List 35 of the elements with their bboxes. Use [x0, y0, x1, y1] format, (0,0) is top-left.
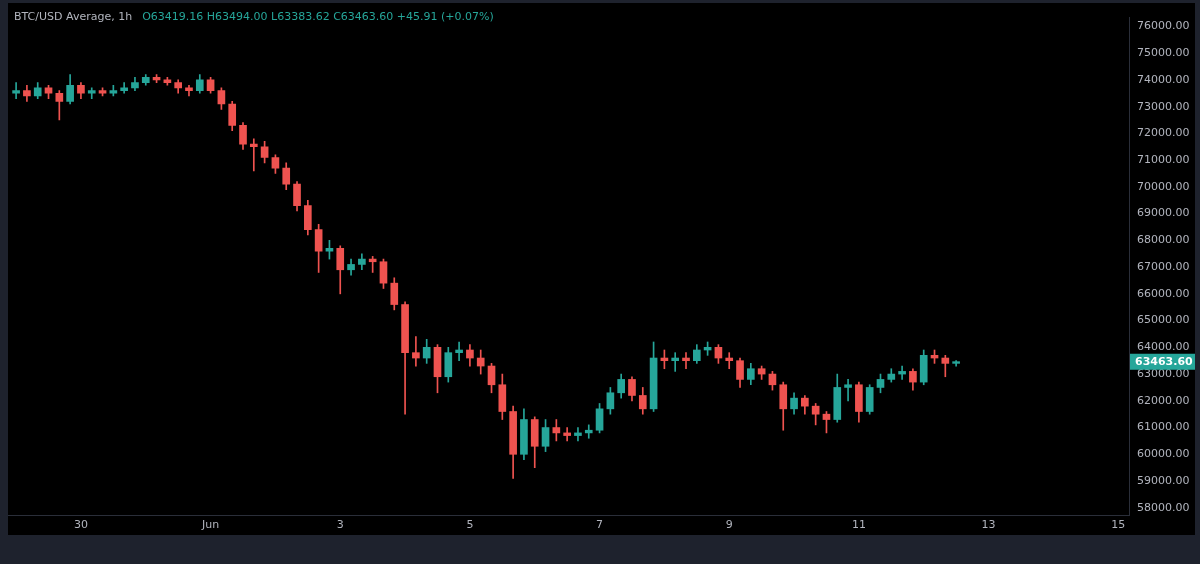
- y-tick-label: 71000.00: [1137, 152, 1190, 166]
- candlestick: [12, 82, 20, 99]
- x-tick-label: 3: [336, 518, 344, 532]
- y-tick-label: 58000.00: [1137, 500, 1190, 514]
- chart-subtitle: O63419.16 H63494.00 L63383.62 C63463.60 +45.91 (+0.07%): [142, 10, 494, 23]
- y-tick-label: 66000.00: [1137, 286, 1190, 300]
- candlestick: [952, 360, 960, 367]
- y-tick-label: 68000.00: [1137, 233, 1190, 247]
- chart-title: BTC/USD Average, 1h: [14, 10, 133, 23]
- y-tick-label: 60000.00: [1137, 447, 1190, 461]
- y-tick-label: 70000.00: [1137, 179, 1190, 193]
- candlestick: [87, 87, 96, 99]
- x-tick-label: 9: [725, 518, 733, 532]
- y-tick-label: 63000.00: [1137, 366, 1190, 380]
- y-tick-label: 75000.00: [1137, 46, 1190, 60]
- x-tick-label: Jun: [201, 518, 220, 532]
- y-tick-label: 69000.00: [1137, 206, 1190, 220]
- text: 63463.60: [1135, 354, 1194, 368]
- y-tick-label: 76000.00: [1137, 19, 1190, 33]
- x-tick-label: 11: [851, 518, 866, 532]
- candlestick: [844, 379, 852, 402]
- y-tick-label: 61000.00: [1137, 420, 1190, 434]
- y-tick-label: 64000.00: [1137, 340, 1190, 354]
- x-tick-label: 15: [1111, 518, 1126, 532]
- y-tick-label: 65000.00: [1137, 313, 1190, 327]
- x-tick-label: 7: [596, 518, 604, 532]
- x-tick-label: 5: [466, 518, 474, 532]
- y-tick-label: 67000.00: [1137, 259, 1190, 273]
- y-tick-label: 74000.00: [1137, 72, 1190, 86]
- y-tick-label: 59000.00: [1137, 473, 1190, 487]
- y-tick-label: 62000.00: [1137, 393, 1190, 407]
- y-tick-label: 72000.00: [1137, 126, 1190, 140]
- x-tick-label: 13: [981, 518, 996, 532]
- y-tick-label: 73000.00: [1137, 99, 1190, 113]
- x-tick-label: 30: [73, 518, 88, 532]
